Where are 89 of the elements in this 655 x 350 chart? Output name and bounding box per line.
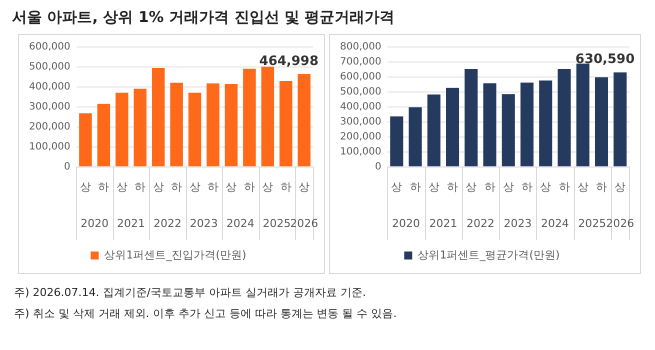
text: 2025 xyxy=(262,216,291,230)
text: 2022 xyxy=(153,216,182,230)
text: 2021 xyxy=(429,216,458,230)
x-tick-label: 상 xyxy=(502,180,514,194)
y-tick-label: 800,000 xyxy=(340,42,382,53)
bar xyxy=(576,64,590,166)
x-tick-label: 상 xyxy=(614,180,626,194)
legend-label: 상위1퍼센트_진입가격(만원) xyxy=(104,248,246,262)
x-tick-label: 상 xyxy=(226,180,237,194)
y-tick-label: 600,000 xyxy=(28,42,70,53)
text: 주) 2026.07.14. 집계기준/국토교통부 아파트 실거래가 공개자료 기준. xyxy=(14,285,367,301)
x-tick-label: 하 xyxy=(244,180,255,194)
y-tick-label: 300,000 xyxy=(340,116,382,128)
bar xyxy=(79,113,92,166)
x-tick-label: 상 xyxy=(540,180,552,194)
y-tick-label: 100,000 xyxy=(340,146,382,158)
bar xyxy=(539,80,552,166)
y-tick-label: 500,000 xyxy=(340,86,382,98)
x-tick-label: 하 xyxy=(596,180,607,194)
y-tick-label: 500,000 xyxy=(28,62,70,73)
text: 2024 xyxy=(226,216,254,230)
x-tick-label: 상 xyxy=(577,180,588,194)
x-tick-label: 하 xyxy=(484,180,496,194)
y-tick-label: 200,000 xyxy=(340,131,382,142)
bar xyxy=(134,88,147,166)
text: 2020 xyxy=(80,216,109,230)
legend-label: 상위1퍼센트_평균가격(만원) xyxy=(418,248,560,262)
data-label: 464,998 xyxy=(259,54,318,69)
bar xyxy=(170,82,183,166)
y-tick-label: 100,000 xyxy=(28,141,70,152)
bar xyxy=(483,83,496,166)
y-tick-label: 400,000 xyxy=(340,101,382,112)
y-tick-label: 600,000 xyxy=(340,72,382,83)
bar xyxy=(408,107,422,166)
x-tick-label: 하 xyxy=(447,180,458,194)
x-tick-label: 상 xyxy=(298,180,310,194)
x-tick-label: 상 xyxy=(116,180,128,194)
bar xyxy=(502,94,515,166)
x-tick-label: 하 xyxy=(208,180,219,194)
text: 2023 xyxy=(504,216,532,230)
bar xyxy=(261,66,274,166)
bar xyxy=(243,68,256,166)
x-tick-label: 상 xyxy=(152,180,164,194)
y-tick-label: 400,000 xyxy=(28,82,70,93)
text: 주) 취소 및 삭제 거래 제외. 이후 추가 신고 등에 따라 통계는 변동 될 수 있음. xyxy=(14,306,397,322)
y-tick-label: 200,000 xyxy=(28,121,70,132)
bar xyxy=(464,69,478,166)
bar xyxy=(206,83,220,166)
bar xyxy=(298,74,310,166)
x-tick-label: 하 xyxy=(280,180,292,194)
x-tick-label: 하 xyxy=(410,180,421,194)
bar xyxy=(446,88,460,166)
x-tick-label: 상 xyxy=(262,180,274,194)
x-tick-label: 하 xyxy=(98,180,110,194)
text: 2026 xyxy=(290,216,318,230)
bar xyxy=(614,72,627,166)
bar xyxy=(224,84,238,166)
text: 2020 xyxy=(392,216,420,230)
x-tick-label: 상 xyxy=(80,180,91,194)
bar xyxy=(390,116,404,166)
y-tick-label: 300,000 xyxy=(28,101,70,112)
text: 2022 xyxy=(466,216,494,230)
bar xyxy=(152,68,165,166)
x-tick-label: 상 xyxy=(189,180,200,194)
y-tick-label: 700,000 xyxy=(340,56,382,68)
text: 2024 xyxy=(540,216,569,230)
bar xyxy=(594,77,608,166)
text: 2021 xyxy=(117,216,146,230)
bar xyxy=(427,94,440,166)
y-tick-label: 0 xyxy=(374,161,382,172)
bar xyxy=(558,69,571,166)
x-tick-label: 하 xyxy=(134,180,146,194)
text: 2023 xyxy=(190,216,218,230)
x-tick-label: 하 xyxy=(558,180,570,194)
x-tick-label: 상 xyxy=(391,180,402,194)
bar xyxy=(188,92,202,166)
bar xyxy=(520,82,534,166)
x-tick-label: 상 xyxy=(428,180,440,194)
x-tick-label: 상 xyxy=(466,180,477,194)
x-tick-label: 하 xyxy=(171,180,182,194)
x-tick-label: 하 xyxy=(522,180,533,194)
chart-title: 서울 아파트, 상위 1% 거래가격 진입선 및 평균거래가격 xyxy=(12,8,395,27)
data-label: 630,590 xyxy=(575,52,635,68)
bar xyxy=(97,104,110,166)
text: 2025 xyxy=(578,216,606,230)
text: 2026 xyxy=(606,216,634,230)
bar xyxy=(116,92,128,166)
y-tick-label: 0 xyxy=(64,161,70,172)
bar xyxy=(280,80,292,166)
